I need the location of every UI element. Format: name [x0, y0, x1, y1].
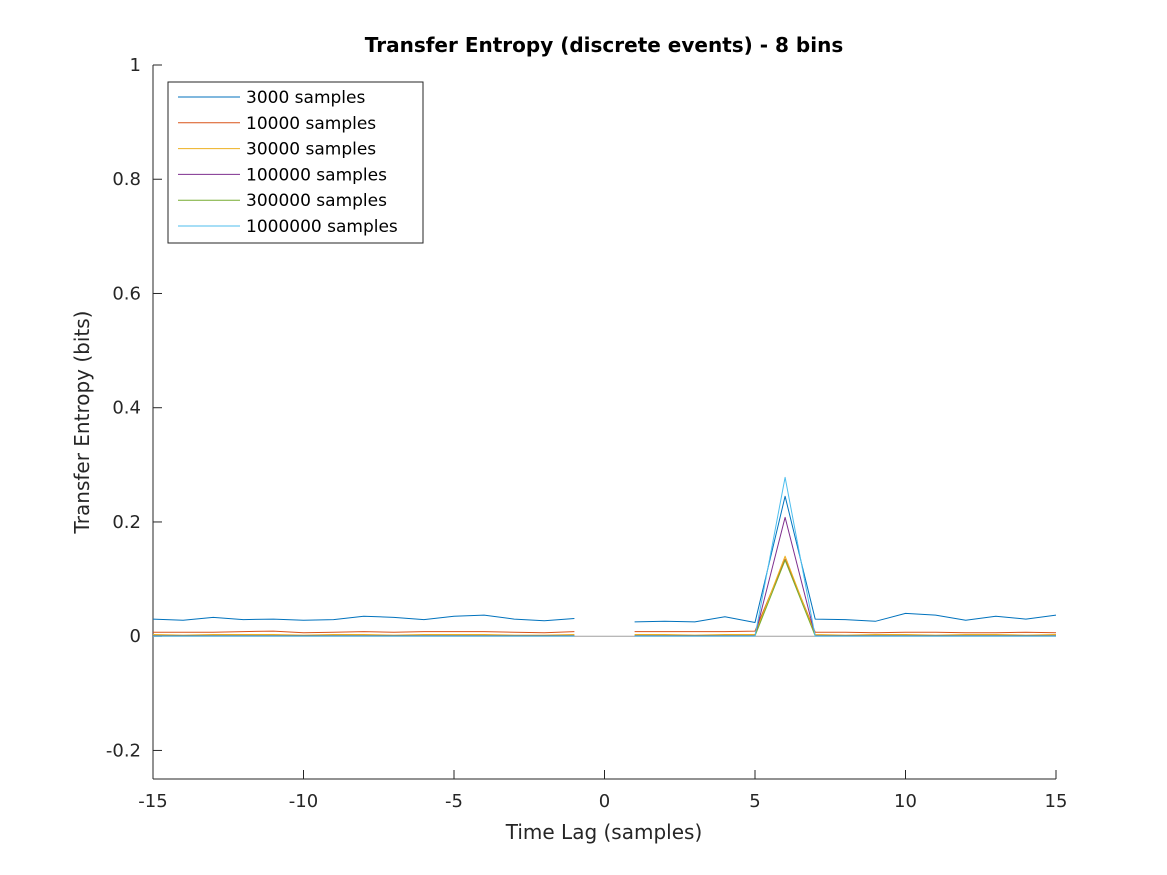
- series-line-0-positive-lags: [634, 495, 1057, 623]
- series-line-1-positive-lags: [634, 558, 1057, 634]
- series-line-2-positive-lags: [634, 555, 1057, 636]
- x-tick-label: 10: [894, 791, 917, 812]
- y-axis-label: Transfer Entropy (bits): [70, 311, 94, 535]
- series-line-1-negative-lags: [153, 630, 575, 634]
- y-tick-label: 0.8: [112, 169, 141, 190]
- legend-entry-label: 1000000 samples: [246, 217, 398, 237]
- legend-box: [167, 81, 424, 244]
- series-group: [152, 476, 1057, 637]
- x-tick-label: 5: [749, 791, 760, 812]
- legend-entry-label: 10000 samples: [246, 114, 376, 134]
- x-ticks: -15 -10 -5 0 5 10 15: [138, 770, 1067, 812]
- legend: 3000 samples 10000 samples 30000 samples 10…: [167, 81, 424, 244]
- series-line-4-positive-lags: [634, 559, 1056, 637]
- series-line-2-negative-lags: [152, 634, 575, 636]
- series-line-3-positive-lags: [634, 516, 1056, 637]
- y-tick-label: 0.4: [112, 398, 141, 419]
- series-line-5-positive-lags: [634, 476, 1056, 637]
- legend-entry-label: 30000 samples: [246, 140, 376, 160]
- y-tick-label: -0.2: [106, 740, 141, 761]
- x-tick-label: 0: [599, 791, 610, 812]
- legend-entry-label: 3000 samples: [246, 88, 365, 108]
- legend-entry-label: 100000 samples: [246, 165, 387, 185]
- y-ticks: -0.2 0 0.2 0.4 0.6 0.8 1: [106, 55, 162, 761]
- x-tick-label: 15: [1045, 791, 1068, 812]
- x-tick-label: -10: [289, 791, 318, 812]
- x-tick-label: -15: [138, 791, 167, 812]
- y-tick-label: 1: [130, 55, 141, 76]
- x-tick-label: -5: [445, 791, 463, 812]
- chart-title: Transfer Entropy (discrete events) - 8 b…: [365, 33, 843, 57]
- legend-entry-label: 300000 samples: [246, 191, 387, 211]
- y-tick-label: 0.2: [112, 512, 141, 533]
- plot-area: -0.2 0 0.2 0.4 0.6 0.8 1 -15 -10 -5 0 5 10 15: [106, 55, 1068, 812]
- legend-items: 3000 samples 10000 samples 30000 samples 10…: [178, 88, 398, 237]
- series-line-0-negative-lags: [152, 614, 575, 622]
- y-tick-label: 0: [130, 626, 141, 647]
- x-axis-label: Time Lag (samples): [505, 820, 703, 844]
- y-tick-label: 0.6: [112, 283, 141, 304]
